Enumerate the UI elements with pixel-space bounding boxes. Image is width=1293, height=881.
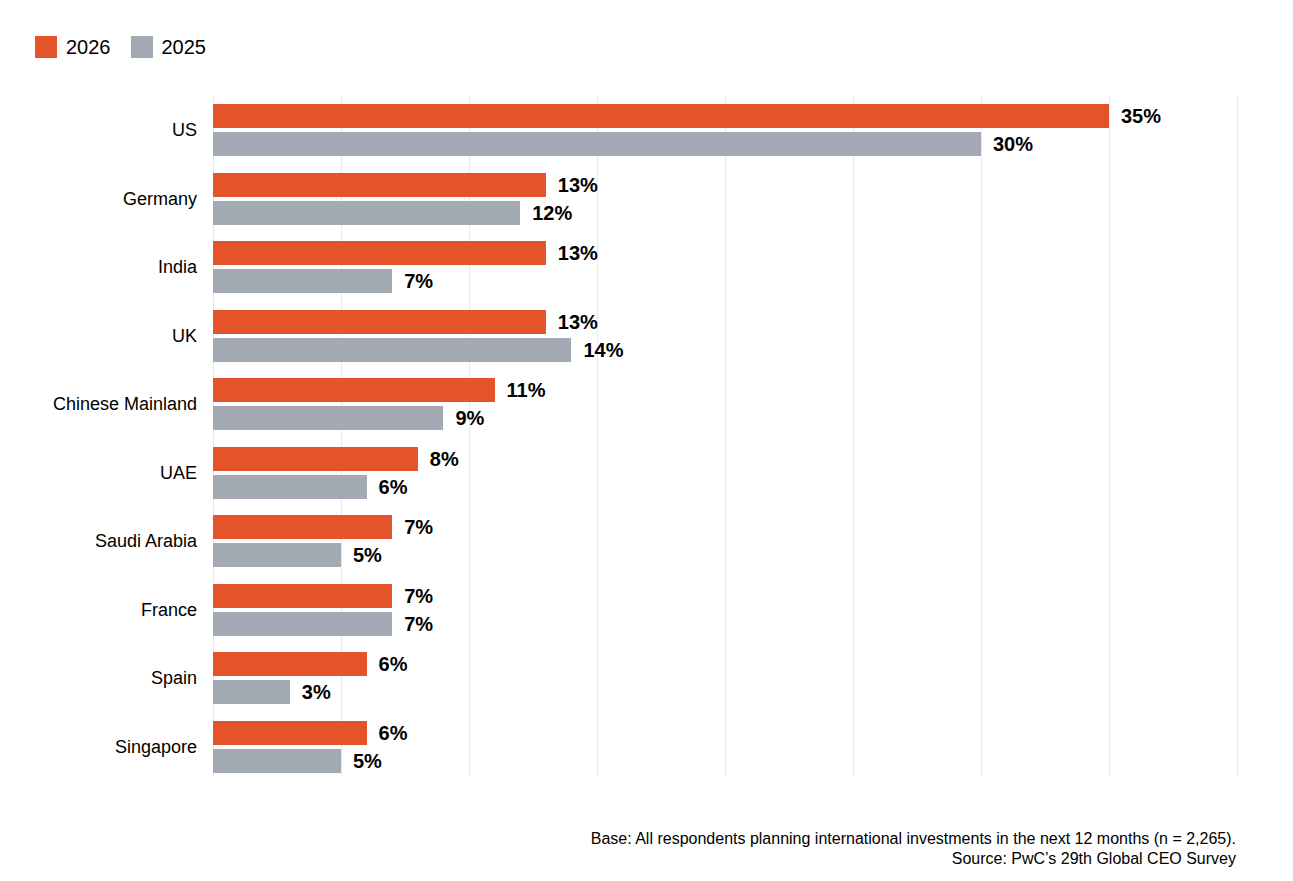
bar-2026-france xyxy=(213,584,392,608)
gridline-30 xyxy=(981,95,982,778)
source-note: Source: PwC’s 29th Global CEO Survey xyxy=(591,849,1236,869)
gridline-40 xyxy=(1237,95,1238,778)
gridline-20 xyxy=(725,95,726,778)
bar-2026-india xyxy=(213,241,546,265)
category-label-germany: Germany xyxy=(0,187,197,211)
value-label-2025-spain: 3% xyxy=(302,680,331,704)
value-label-2026-france: 7% xyxy=(404,584,433,608)
bar-2026-uae xyxy=(213,447,418,471)
category-label-singapore: Singapore xyxy=(0,735,197,759)
bar-2025-saudi-arabia xyxy=(213,543,341,567)
value-label-2026-spain: 6% xyxy=(379,652,408,676)
value-label-2025-uae: 6% xyxy=(379,475,408,499)
value-label-2025-us: 30% xyxy=(993,132,1033,156)
gridline-10 xyxy=(469,95,470,778)
value-label-2026-uae: 8% xyxy=(430,447,459,471)
category-label-chinese-mainland: Chinese Mainland xyxy=(0,392,197,416)
value-label-2026-india: 13% xyxy=(558,241,598,265)
category-label-saudi-arabia: Saudi Arabia xyxy=(0,529,197,553)
bar-2025-france xyxy=(213,612,392,636)
value-label-2025-germany: 12% xyxy=(532,201,572,225)
value-label-2025-uk: 14% xyxy=(583,338,623,362)
gridline-35 xyxy=(1109,95,1110,778)
value-label-2025-saudi-arabia: 5% xyxy=(353,543,382,567)
category-label-spain: Spain xyxy=(0,666,197,690)
bar-2026-us xyxy=(213,104,1109,128)
base-note: Base: All respondents planning internati… xyxy=(591,829,1236,849)
bar-2026-singapore xyxy=(213,721,367,745)
bar-2026-uk xyxy=(213,310,546,334)
gridline-15 xyxy=(597,95,598,778)
plot-area: US 35% 30% Germany 13% 12% India 13% 7% UK 13% 14% C… xyxy=(0,0,1293,881)
bar-2025-uk xyxy=(213,338,571,362)
category-label-us: US xyxy=(0,118,197,142)
grouped-bar-chart: 2026 2025 US35%30%Germany13%12%India13%7… xyxy=(0,0,1293,881)
value-label-2025-france: 7% xyxy=(404,612,433,636)
bar-2026-germany xyxy=(213,173,546,197)
value-label-2026-saudi-arabia: 7% xyxy=(404,515,433,539)
bar-2025-germany xyxy=(213,201,520,225)
category-label-france: France xyxy=(0,598,197,622)
bar-2025-chinese-mainland xyxy=(213,406,443,430)
category-label-uae: UAE xyxy=(0,461,197,485)
value-label-2026-singapore: 6% xyxy=(379,721,408,745)
bar-2026-chinese-mainland xyxy=(213,378,495,402)
bar-2025-spain xyxy=(213,680,290,704)
bar-2025-uae xyxy=(213,475,367,499)
bar-2025-us xyxy=(213,132,981,156)
chart-footnotes: Base: All respondents planning internati… xyxy=(591,829,1236,869)
value-label-2026-chinese-mainland: 11% xyxy=(507,378,546,402)
value-label-2026-us: 35% xyxy=(1121,104,1161,128)
value-label-2026-germany: 13% xyxy=(558,173,598,197)
value-label-2025-chinese-mainland: 9% xyxy=(455,406,484,430)
value-label-2025-singapore: 5% xyxy=(353,749,382,773)
bar-2025-singapore xyxy=(213,749,341,773)
category-label-uk: UK xyxy=(0,324,197,348)
bar-2025-india xyxy=(213,269,392,293)
gridline-25 xyxy=(853,95,854,778)
category-label-india: India xyxy=(0,255,197,279)
value-label-2025-india: 7% xyxy=(404,269,433,293)
bar-2026-saudi-arabia xyxy=(213,515,392,539)
value-label-2026-uk: 13% xyxy=(558,310,598,334)
bar-2026-spain xyxy=(213,652,367,676)
